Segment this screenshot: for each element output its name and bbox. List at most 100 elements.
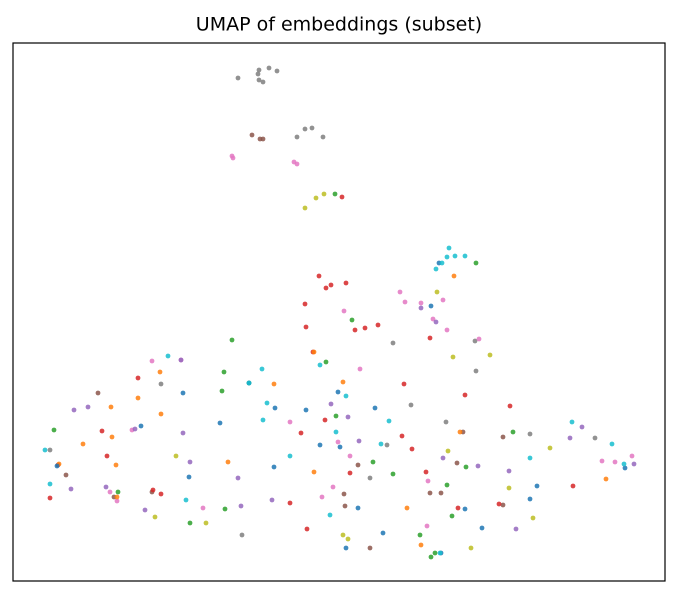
point <box>330 484 336 490</box>
point <box>375 322 381 328</box>
point <box>367 545 373 551</box>
point <box>222 506 228 512</box>
point <box>404 505 410 511</box>
point <box>316 273 322 279</box>
point <box>450 354 456 360</box>
point <box>328 282 334 288</box>
point <box>132 426 138 432</box>
point <box>333 413 339 419</box>
point <box>47 447 53 453</box>
point <box>479 525 485 531</box>
point <box>440 455 446 461</box>
point <box>114 494 120 500</box>
point <box>230 155 236 161</box>
point <box>440 297 446 303</box>
point <box>424 523 430 529</box>
point <box>452 253 458 259</box>
point <box>115 489 121 495</box>
point <box>68 486 74 492</box>
point <box>259 366 265 372</box>
point <box>425 478 431 484</box>
point <box>355 462 361 468</box>
point <box>260 136 266 142</box>
point <box>343 393 349 399</box>
point <box>380 530 386 536</box>
point <box>180 430 186 436</box>
point <box>341 308 347 314</box>
point <box>271 464 277 470</box>
point <box>409 446 415 452</box>
point <box>221 369 227 375</box>
point <box>444 482 450 488</box>
point <box>287 419 293 425</box>
point <box>335 439 341 445</box>
point <box>513 526 519 532</box>
point <box>507 403 513 409</box>
point <box>180 390 186 396</box>
point <box>158 381 164 387</box>
point <box>449 513 455 519</box>
point <box>269 497 275 503</box>
point <box>506 468 512 474</box>
point <box>113 462 119 468</box>
point <box>347 453 353 459</box>
point <box>612 459 618 465</box>
point <box>438 490 444 496</box>
point <box>311 349 317 355</box>
point <box>433 266 439 272</box>
point <box>322 417 328 423</box>
point <box>271 381 277 387</box>
point <box>443 419 449 425</box>
point <box>256 67 262 73</box>
point <box>408 402 414 408</box>
point <box>332 191 338 197</box>
point <box>390 340 396 346</box>
point <box>547 445 553 451</box>
point <box>370 459 376 465</box>
point <box>496 501 502 507</box>
point <box>451 273 457 279</box>
point <box>85 404 91 410</box>
point <box>287 500 293 506</box>
point <box>367 475 373 481</box>
point <box>397 289 403 295</box>
point <box>418 305 424 311</box>
point <box>103 484 109 490</box>
point <box>487 352 493 358</box>
point <box>264 400 270 406</box>
point <box>104 453 110 459</box>
point <box>158 411 164 417</box>
point <box>317 442 323 448</box>
point <box>142 507 148 513</box>
point <box>579 424 585 430</box>
point <box>303 407 309 413</box>
point <box>203 520 209 526</box>
point <box>266 65 272 71</box>
point <box>108 404 114 410</box>
point <box>592 435 598 441</box>
point <box>357 366 363 372</box>
point <box>217 420 223 426</box>
point <box>527 431 533 437</box>
point <box>219 388 225 394</box>
point <box>302 301 308 307</box>
point <box>352 327 358 333</box>
point <box>500 502 506 508</box>
point <box>362 325 368 331</box>
point <box>149 358 155 364</box>
point <box>320 134 326 140</box>
point <box>298 430 304 436</box>
point <box>457 429 463 435</box>
point <box>462 392 468 398</box>
point <box>390 471 396 477</box>
point <box>187 520 193 526</box>
point <box>463 464 469 470</box>
point <box>339 194 345 200</box>
point <box>349 317 355 323</box>
point <box>319 494 325 500</box>
point <box>527 496 533 502</box>
point <box>313 195 319 201</box>
point <box>63 472 69 478</box>
point <box>343 280 349 286</box>
